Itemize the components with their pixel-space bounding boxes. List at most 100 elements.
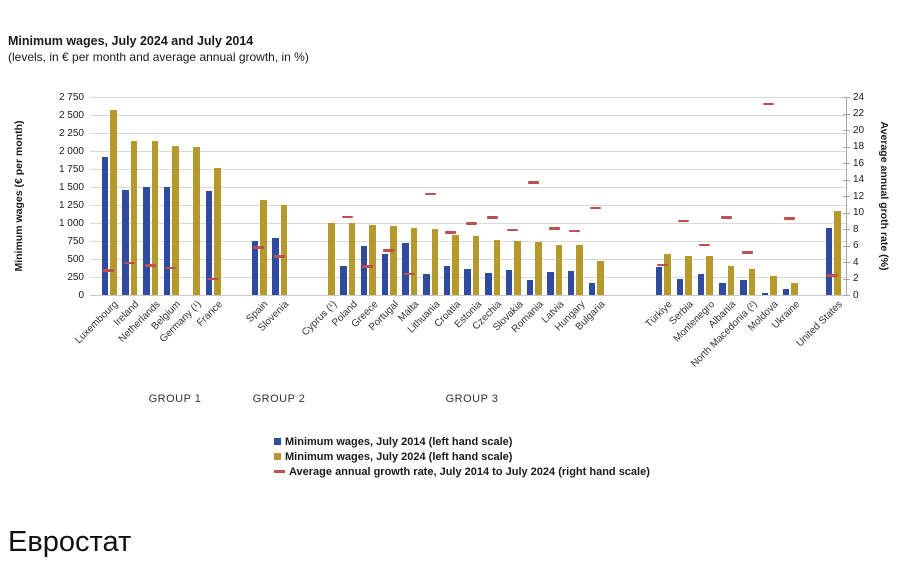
growth-dash-albania: [720, 216, 732, 219]
legend-row-growth: Average annual growth rate, July 2014 to…: [274, 464, 650, 479]
right-tick-14: 14: [853, 174, 865, 185]
bar-2014-montenegro: [697, 274, 705, 295]
gridline-0: [90, 295, 846, 296]
growth-dash-lithuania: [424, 192, 436, 195]
growth-dash-slovenia: [273, 255, 285, 258]
bar-2024-serbia: [685, 255, 692, 295]
right-tickmark-16: [843, 163, 850, 164]
gridline-2500: [90, 115, 846, 116]
growth-dash-romania: [528, 181, 539, 184]
bar-2014-lithuania: [423, 274, 430, 295]
bar-2024-slovakia: [514, 241, 521, 295]
left-tick-250: 250: [67, 271, 84, 283]
bar-2024-montenegro: [706, 256, 713, 295]
bar-2014-slovakia: [505, 269, 513, 295]
bar-2024-albania: [727, 265, 735, 295]
legend-label-growth: Average annual growth rate, July 2014 to…: [289, 465, 650, 478]
bar-2014-spain: [251, 240, 258, 295]
bar-2024-hungary: [576, 244, 583, 295]
growth-dash-estonia: [465, 222, 477, 225]
right-tick-6: 6: [853, 240, 859, 251]
bar-2014-malta: [402, 243, 409, 295]
growth-dash-luxembourg: [103, 269, 114, 272]
right-tick-0: 0: [853, 289, 859, 301]
bar-2024-czechia: [493, 240, 501, 295]
gridline-750: [90, 241, 846, 242]
bar-2014-portugal: [381, 254, 389, 295]
growth-dash-bulgaria: [590, 206, 602, 210]
bar-2014-poland: [340, 265, 347, 295]
bar-2014-estonia: [464, 269, 471, 295]
chart-subtitle: (levels, in € per month and average annu…: [8, 50, 309, 64]
growth-dash-croatia: [445, 231, 457, 234]
growth-dash-belgium: [165, 266, 177, 270]
bar-2014-netherlands: [143, 187, 150, 295]
growth-dash-poland: [341, 215, 353, 219]
bar-2014-hungary: [567, 271, 575, 295]
bar-2024-slovenia: [280, 204, 287, 295]
left-tick-1250: 1 250: [58, 199, 84, 211]
bar-2024-united-states: [834, 210, 841, 295]
bar-2014-romania: [526, 280, 533, 295]
growth-dash-malta: [403, 272, 415, 276]
bar-2014-france: [205, 191, 212, 295]
left-axis-title: Minimum wages (€ per month): [13, 120, 25, 272]
growth-dash-montenegro: [699, 243, 711, 247]
legend-marker-growth: [274, 470, 285, 473]
legend-marker-wage_2024: [274, 453, 281, 460]
right-tick-18: 18: [853, 141, 865, 152]
gridline-1500: [90, 187, 846, 188]
bar-2014-ireland: [122, 189, 129, 295]
left-tick-2250: 2 250: [58, 127, 84, 139]
left-tick-750: 750: [67, 235, 84, 247]
group-label-group-2: GROUP 2: [252, 393, 306, 405]
growth-dash-greece: [362, 265, 374, 268]
bar-2024-lithuania: [431, 228, 438, 295]
source-text: Евростат: [8, 526, 132, 558]
growth-dash-ireland: [123, 261, 135, 265]
bar-2024-belgium: [172, 146, 179, 295]
bar-2024-romania: [535, 241, 542, 295]
bar-2024-latvia: [555, 244, 563, 295]
right-tickmark-2: [843, 278, 850, 280]
left-tick-2500: 2 500: [58, 109, 84, 121]
right-axis-title: Average annual groth rate (%): [878, 121, 890, 271]
bar-2024-turkiye: [664, 254, 671, 295]
left-tick-1500: 1 500: [58, 181, 84, 193]
left-tick-1000: 1 000: [58, 217, 84, 229]
bar-2014-albania: [719, 282, 726, 295]
left-tick-2750: 2 750: [58, 91, 84, 103]
bar-2024-bulgaria: [597, 260, 604, 295]
gridline-2000: [90, 151, 846, 152]
right-tick-22: 22: [853, 108, 865, 119]
growth-dash-united-states: [827, 274, 838, 277]
left-tick-1750: 1 750: [58, 163, 84, 175]
bar-2014-greece: [360, 245, 368, 295]
right-tick-10: 10: [853, 207, 865, 218]
bar-2014-serbia: [676, 279, 684, 295]
bar-2014-slovenia: [272, 238, 279, 295]
right-tickmark-22: [843, 113, 850, 115]
right-tickmark-24: [843, 97, 850, 98]
bar-2024-greece: [369, 225, 376, 295]
bar-2014-croatia: [443, 265, 451, 295]
bar-2024-poland: [348, 223, 356, 295]
bar-2024-ireland: [130, 140, 138, 295]
bar-2014-bulgaria: [588, 282, 596, 295]
left-tick-2000: 2 000: [58, 145, 84, 157]
growth-dash-spain: [253, 246, 264, 249]
right-tick-4: 4: [853, 256, 859, 268]
gridline-2750: [90, 97, 846, 98]
gridline-1250: [90, 205, 846, 206]
bar-2024-luxembourg: [110, 109, 117, 295]
bar-2014-moldova: [761, 292, 768, 295]
bar-2024-france: [214, 167, 221, 295]
right-tickmark-14: [843, 179, 850, 181]
gridline-500: [90, 259, 846, 260]
right-tickmark-18: [843, 146, 850, 148]
right-tick-24: 24: [853, 91, 865, 103]
growth-dash-portugal: [383, 249, 395, 252]
growth-dash-czechia: [486, 216, 498, 219]
chart-title: Minimum wages, July 2024 and July 2014: [8, 34, 254, 48]
